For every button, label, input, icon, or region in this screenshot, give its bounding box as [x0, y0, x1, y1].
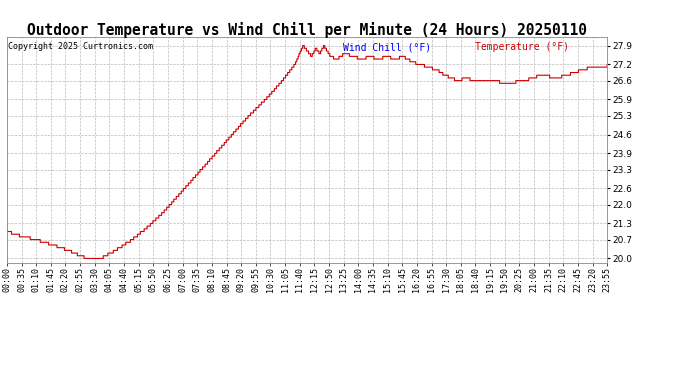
Text: Wind Chill (°F): Wind Chill (°F)	[343, 42, 431, 52]
Title: Outdoor Temperature vs Wind Chill per Minute (24 Hours) 20250110: Outdoor Temperature vs Wind Chill per Mi…	[27, 21, 587, 38]
Text: Copyright 2025 Curtronics.com: Copyright 2025 Curtronics.com	[8, 42, 152, 51]
Text: Temperature (°F): Temperature (°F)	[475, 42, 569, 52]
